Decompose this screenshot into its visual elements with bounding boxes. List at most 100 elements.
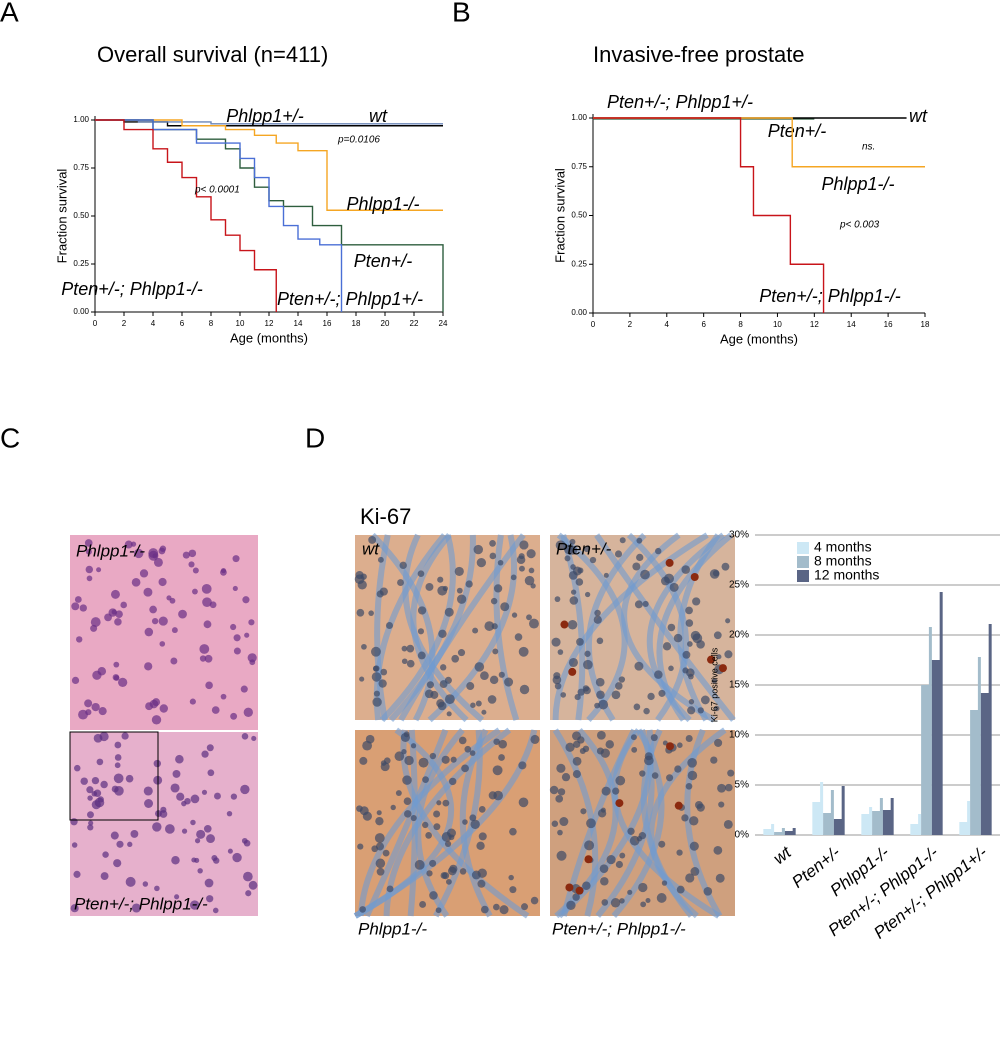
nucleus [242, 596, 250, 604]
nucleus [371, 672, 382, 682]
nucleus [530, 896, 539, 905]
nucleus [456, 587, 463, 594]
nucleus [656, 893, 667, 903]
y-tick-label: 30% [729, 530, 749, 541]
nucleus [631, 746, 638, 753]
nucleus [70, 818, 78, 826]
nucleus [116, 840, 124, 848]
nucleus [85, 709, 92, 716]
nucleus [92, 670, 102, 680]
nucleus [459, 868, 467, 875]
nucleus [639, 770, 646, 777]
legend-swatch [797, 542, 809, 554]
y-tick-label: 25% [729, 580, 749, 591]
nucleus [154, 885, 160, 892]
stroma [357, 727, 501, 917]
nucleus [211, 706, 220, 714]
nucleus [475, 700, 482, 707]
nucleus [417, 570, 425, 578]
stroma [493, 534, 520, 721]
nucleus [572, 770, 581, 779]
bar [812, 802, 824, 835]
stroma [556, 532, 628, 723]
nucleus [422, 821, 429, 829]
bar [861, 814, 873, 835]
nucleus [159, 641, 166, 647]
bar [931, 660, 943, 835]
nucleus [356, 608, 365, 617]
nucleus [561, 773, 571, 782]
nucleus [658, 840, 666, 848]
nucleus [206, 895, 214, 903]
nucleus [554, 596, 561, 603]
nucleus [403, 731, 410, 738]
nucleus [474, 662, 485, 672]
nucleus [166, 595, 172, 601]
nucleus [448, 777, 457, 786]
nucleus [110, 589, 120, 599]
nucleus [74, 764, 81, 772]
nucleus [114, 618, 122, 626]
nucleus [357, 580, 367, 590]
nucleus [429, 891, 438, 900]
nucleus [575, 578, 584, 586]
nucleus [685, 782, 693, 790]
nucleus [360, 573, 367, 580]
nucleus [133, 548, 144, 559]
nucleus [368, 610, 374, 616]
nucleus [447, 866, 457, 876]
nucleus [390, 804, 396, 811]
y-tick-label: 10% [729, 730, 749, 741]
nucleus [603, 572, 609, 578]
nucleus [230, 712, 238, 720]
nucleus [554, 682, 562, 690]
nucleus [359, 756, 368, 765]
x-tick-label: 16 [884, 320, 893, 329]
nucleus [565, 742, 575, 752]
nucleus [118, 677, 128, 688]
nucleus [139, 569, 149, 578]
nucleus [493, 738, 500, 745]
nucleus [647, 692, 655, 701]
nucleus [509, 827, 517, 836]
nucleus [598, 699, 609, 710]
nucleus [359, 906, 366, 913]
nucleus [615, 775, 626, 786]
nucleus [230, 793, 238, 800]
series-label: Pten+/-; Phlpp1+/- [277, 289, 423, 309]
x-tick-label: 8 [209, 319, 214, 328]
nucleus [504, 677, 514, 687]
nucleus [612, 787, 620, 795]
nucleus [114, 754, 122, 761]
nucleus [114, 762, 121, 769]
nucleus [171, 856, 180, 865]
nucleus [593, 615, 602, 624]
nucleus [498, 739, 507, 749]
nucleus [429, 752, 437, 760]
nucleus [499, 905, 509, 915]
nucleus [630, 734, 637, 741]
nucleus [470, 819, 480, 830]
nucleus [470, 702, 476, 708]
nucleus [500, 602, 510, 612]
bar [784, 831, 796, 835]
nucleus [687, 770, 698, 781]
nucleus [402, 775, 412, 785]
x-tick-label: 18 [921, 320, 930, 329]
nucleus [528, 567, 535, 574]
annotation: p=0.0106 [337, 135, 380, 146]
nucleus [226, 810, 233, 817]
x-tick-label: 18 [352, 319, 361, 328]
nucleus [85, 565, 94, 574]
nucleus [248, 619, 255, 626]
nucleus [489, 552, 497, 560]
nucleus [567, 620, 578, 630]
nucleus [583, 659, 593, 670]
nucleus [207, 769, 215, 777]
nucleus [586, 818, 596, 829]
survival-curve [95, 119, 277, 312]
y-tick-label: 1.00 [571, 113, 587, 122]
micrograph-label: Pten+/-; Phlpp1-/- [552, 919, 686, 938]
nucleus [98, 707, 107, 716]
